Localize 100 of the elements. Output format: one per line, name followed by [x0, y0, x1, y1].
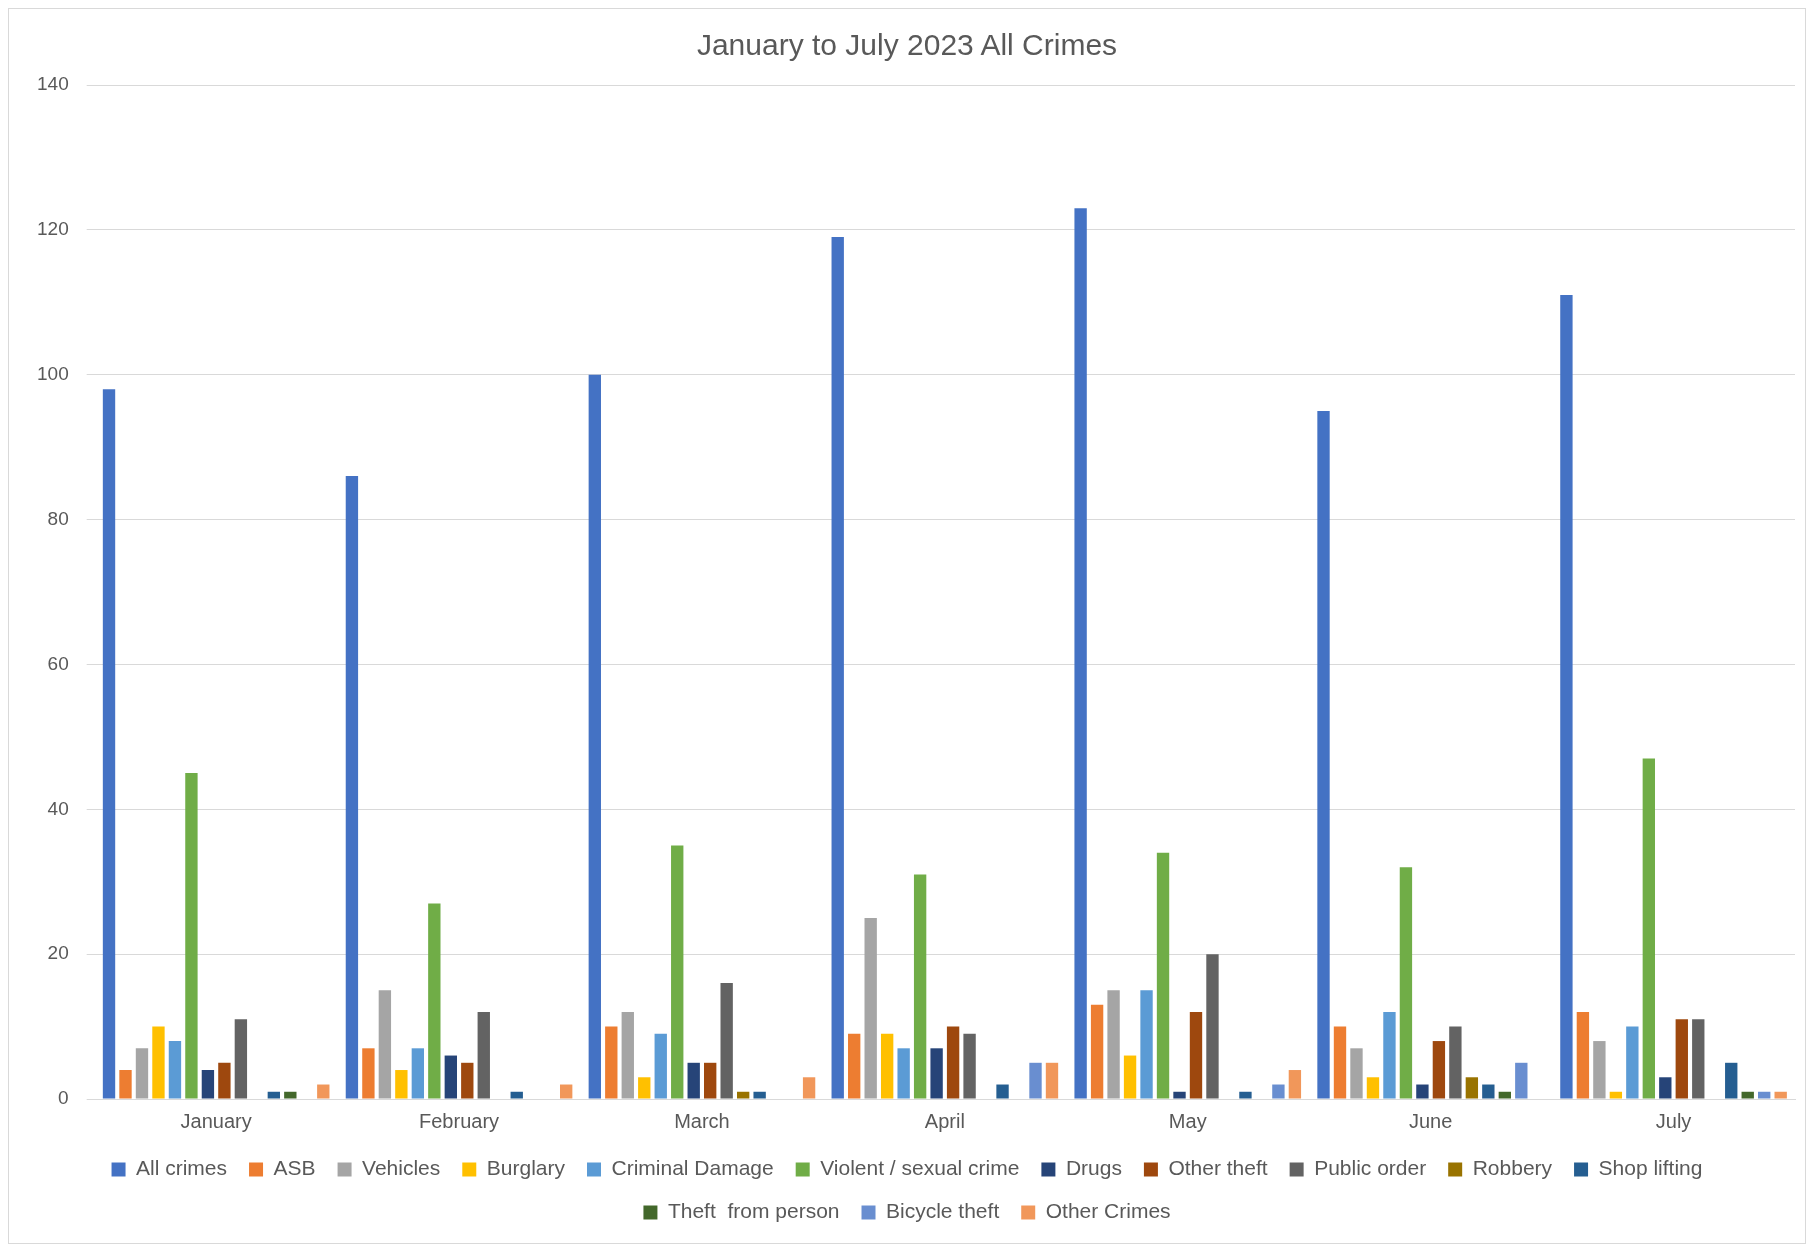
- legend-label: Public order: [1314, 1156, 1427, 1180]
- legend-label: Other theft: [1168, 1156, 1268, 1180]
- bar: [720, 983, 733, 1099]
- bar: [864, 917, 877, 1099]
- x-tick-label: July: [1655, 1109, 1692, 1132]
- x-tick-label: April: [924, 1109, 965, 1132]
- x-tick-label: February: [419, 1109, 500, 1132]
- x-tick-label: May: [1168, 1109, 1207, 1132]
- bar: [378, 990, 392, 1099]
- y-tick-label: 100: [37, 362, 69, 384]
- bar: [1498, 1091, 1511, 1099]
- bar: [345, 476, 359, 1099]
- x-tick-label: January: [180, 1109, 252, 1132]
- bar: [152, 1026, 165, 1099]
- bar: [588, 374, 601, 1099]
- bar: [1123, 1055, 1137, 1099]
- bar: [1156, 852, 1170, 1099]
- bar: [1029, 1062, 1042, 1099]
- bar: [1189, 1012, 1203, 1099]
- bar: [1642, 758, 1656, 1099]
- bar: [267, 1091, 281, 1099]
- bar: [185, 773, 198, 1099]
- bar: [1107, 990, 1120, 1099]
- bar: [1576, 1012, 1590, 1099]
- bar: [1383, 1012, 1396, 1099]
- bar: [1725, 1062, 1738, 1099]
- bar: [621, 1012, 634, 1099]
- legend-label: Violent / sexual crime: [820, 1156, 1020, 1180]
- bar: [395, 1070, 408, 1099]
- y-tick-label: 80: [47, 507, 69, 529]
- bar: [946, 1026, 960, 1099]
- y-tick-label: 140: [37, 73, 69, 95]
- bar: [1560, 295, 1573, 1099]
- bar: [1399, 867, 1413, 1099]
- legend-label: Theft from person: [667, 1199, 840, 1223]
- bar: [704, 1062, 717, 1099]
- legend-label: All crimes: [136, 1156, 228, 1180]
- bar: [1465, 1077, 1479, 1099]
- bar: [1045, 1062, 1059, 1099]
- bar: [930, 1048, 943, 1099]
- bar: [1758, 1091, 1771, 1099]
- bar: [461, 1062, 474, 1099]
- bar: [1659, 1077, 1672, 1099]
- bar: [638, 1077, 651, 1099]
- bar: [1675, 1019, 1688, 1099]
- bar: [560, 1084, 573, 1099]
- bar: [119, 1070, 132, 1099]
- bar: [1288, 1070, 1302, 1099]
- chart-title: January to July 2023 All Crimes: [696, 28, 1118, 62]
- bar: [477, 1012, 490, 1099]
- y-tick-label: 120: [37, 218, 69, 240]
- legend-label: Burglary: [486, 1156, 566, 1180]
- bar: [1626, 1026, 1639, 1099]
- bar: [1774, 1091, 1787, 1099]
- bar: [1206, 954, 1219, 1099]
- bar: [1350, 1048, 1363, 1099]
- bar: [1449, 1026, 1462, 1099]
- bar: [1317, 410, 1330, 1099]
- legend-label: Robbery: [1472, 1156, 1553, 1180]
- y-tick-label: 20: [47, 942, 69, 964]
- legend-label: ASB: [273, 1156, 316, 1180]
- bar: [1140, 990, 1153, 1099]
- bar: [913, 874, 927, 1099]
- bar: [1074, 208, 1087, 1099]
- bar: [687, 1062, 700, 1099]
- bar: [1432, 1041, 1446, 1099]
- bar: [168, 1041, 182, 1099]
- bar: [753, 1091, 766, 1099]
- bar: [1609, 1091, 1623, 1099]
- bar: [1593, 1041, 1606, 1099]
- legend-label: Bicycle theft: [886, 1199, 1000, 1223]
- bar: [802, 1077, 816, 1099]
- bar: [848, 1033, 861, 1099]
- bar: [996, 1084, 1009, 1099]
- x-tick-label: June: [1408, 1109, 1453, 1132]
- bar: [234, 1019, 248, 1099]
- bar: [411, 1048, 425, 1099]
- bar: [831, 237, 844, 1099]
- bar: [1366, 1077, 1380, 1099]
- legend-label: Vehicles: [362, 1156, 441, 1180]
- y-tick-label: 40: [47, 797, 69, 819]
- bar: [1741, 1091, 1754, 1099]
- bar: [605, 1026, 618, 1099]
- bar: [510, 1091, 523, 1099]
- legend-label: Criminal Damage: [611, 1156, 774, 1180]
- legend-label: Other Crimes: [1045, 1199, 1171, 1223]
- y-tick-label: 0: [58, 1087, 69, 1109]
- x-tick-label: March: [674, 1109, 730, 1132]
- bar: [1692, 1019, 1705, 1099]
- bar: [1416, 1084, 1429, 1099]
- bar: [1272, 1084, 1285, 1099]
- bar: [736, 1091, 750, 1099]
- bar: [1173, 1091, 1186, 1099]
- bar: [671, 845, 684, 1099]
- bar: [963, 1033, 976, 1099]
- bar: [284, 1091, 297, 1099]
- legend-label: Drugs: [1065, 1156, 1122, 1180]
- y-tick-label: 60: [47, 652, 69, 674]
- bar: [135, 1048, 149, 1099]
- bar: [1090, 1004, 1104, 1099]
